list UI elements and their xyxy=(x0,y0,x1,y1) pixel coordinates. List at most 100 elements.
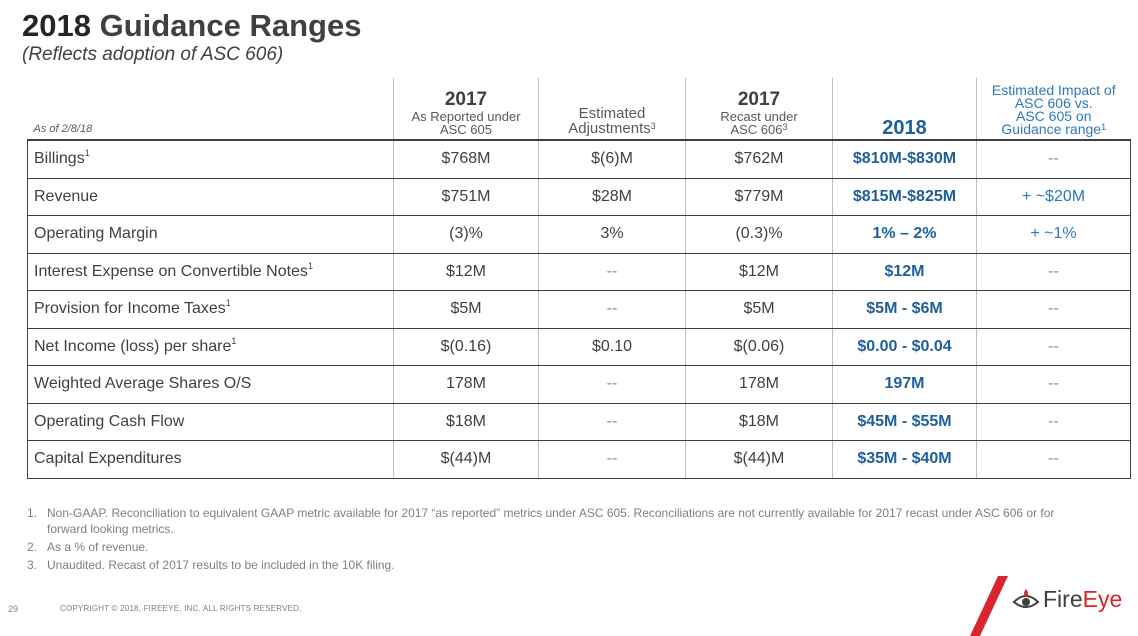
header-year-2018: 2018 xyxy=(882,117,927,139)
header-line: ASC 605 xyxy=(439,122,493,137)
cell-estimated-adjustments-text: $28M xyxy=(591,187,633,205)
cell-estimated-impact-text: -- xyxy=(1048,375,1059,393)
page-subtitle: (Reflects adoption of ASC 606) xyxy=(22,44,284,65)
cell-2017-recast-text: $18M xyxy=(738,412,780,430)
cell-2017-recast-text: $779M xyxy=(734,187,784,205)
cell-2017-reported: $(0.16) xyxy=(393,328,539,366)
footnote-number: 1. xyxy=(27,506,38,520)
table-row: Billings1 $768M $(6)M $762M $810M-$830M -- xyxy=(27,140,1131,179)
as-of-date: As of 2/8/18 xyxy=(33,123,93,135)
header-line: ASC 606 xyxy=(730,122,783,137)
footnote-item: 1. Non-GAAP. Reconciliation to equivalent… xyxy=(27,505,1087,537)
cell-2018-guidance: $0.00 - $0.04 xyxy=(832,328,977,366)
table-row: Operating Margin (3)% 3% (0.3)% 1% – 2% + ~1% xyxy=(27,215,1131,254)
cell-estimated-adjustments: -- xyxy=(538,365,686,404)
cell-estimated-impact: -- xyxy=(976,403,1131,441)
cell-estimated-adjustments: $0.10 xyxy=(538,328,686,366)
cell-2017-reported-text: $768M xyxy=(441,150,491,168)
guidance-table: As of 2/8/18 2017 As Reported under ASC … xyxy=(27,78,1131,479)
cell-2017-recast: (0.3)% xyxy=(685,215,833,254)
row-label-text: Capital Expenditures xyxy=(34,450,182,468)
footnote-text: As a % of revenue. xyxy=(47,540,149,554)
cell-estimated-impact-text: -- xyxy=(1048,262,1059,280)
cell-estimated-impact: -- xyxy=(976,328,1131,366)
row-label: Weighted Average Shares O/S xyxy=(27,365,394,404)
table-row: Net Income (loss) per share1 $(0.16) $0.10… xyxy=(27,328,1131,366)
footnote-ref: 3 xyxy=(782,122,788,132)
footnote-item: 2. As a % of revenue. xyxy=(27,539,1087,555)
cell-2018-guidance-text: 197M xyxy=(884,375,925,393)
cell-estimated-adjustments-text: -- xyxy=(606,262,618,280)
row-label: Revenue xyxy=(27,178,394,216)
page-title: 2018 Guidance Ranges xyxy=(22,8,361,44)
footnote-text: Unaudited. Recast of 2017 results to be … xyxy=(47,558,395,572)
cell-estimated-adjustments: -- xyxy=(538,440,686,479)
cell-2018-guidance-text: $5M - $6M xyxy=(866,300,943,318)
table-row: Capital Expenditures $(44)M -- $(44)M $35M -… xyxy=(27,440,1131,479)
row-label: Operating Margin xyxy=(27,215,394,254)
fireeye-eye-icon xyxy=(1012,588,1040,608)
cell-2017-reported: $12M xyxy=(393,253,539,291)
cell-estimated-impact: -- xyxy=(976,253,1131,291)
header-estimated-adjustments: Estimated Adjustments3 xyxy=(538,78,686,141)
footnote-ref: 1 xyxy=(307,260,313,271)
cell-2017-recast-text: $12M xyxy=(738,262,780,280)
cell-2017-reported-text: (3)% xyxy=(449,225,483,243)
table-row: Provision for Income Taxes1 $5M -- $5M $5M -… xyxy=(27,290,1131,329)
row-label-text: Operating Margin xyxy=(34,225,158,243)
header-year: 2017 xyxy=(444,89,488,110)
cell-2017-reported: 178M xyxy=(393,365,539,404)
cell-estimated-adjustments: $28M xyxy=(538,178,686,216)
cell-2017-recast-text: $5M xyxy=(743,300,775,318)
cell-estimated-impact-text: -- xyxy=(1048,450,1059,468)
cell-estimated-adjustments: -- xyxy=(538,290,686,329)
table-row: Revenue $751M $28M $779M $815M-$825M + ~$20M xyxy=(27,178,1131,216)
footnotes: 1. Non-GAAP. Reconciliation to equivalent… xyxy=(27,505,1087,575)
footnote-ref: 3 xyxy=(650,121,656,131)
row-label-text: Weighted Average Shares O/S xyxy=(34,375,252,393)
cell-2018-guidance: 197M xyxy=(832,365,977,404)
cell-2018-guidance: 1% – 2% xyxy=(832,215,977,254)
table-row: Interest Expense on Convertible Notes1 $1… xyxy=(27,253,1131,291)
header-line: Recast under xyxy=(720,109,798,124)
cell-2018-guidance: $5M - $6M xyxy=(832,290,977,329)
cell-estimated-impact: -- xyxy=(976,440,1131,479)
cell-2018-guidance: $815M-$825M xyxy=(832,178,977,216)
cell-2017-recast: 178M xyxy=(685,365,833,404)
title-text: Guidance Ranges xyxy=(99,8,362,43)
cell-estimated-impact: -- xyxy=(976,365,1131,404)
logo-wordmark: FireEye xyxy=(1043,586,1122,613)
as-of-header: As of 2/8/18 xyxy=(27,78,394,141)
cell-2018-guidance-text: 1% – 2% xyxy=(872,225,937,243)
cell-2017-recast: $18M xyxy=(685,403,833,441)
cell-estimated-impact: -- xyxy=(976,140,1131,179)
cell-2018-guidance-text: $45M - $55M xyxy=(857,412,952,430)
header-line: Estimated Impact of xyxy=(991,82,1116,98)
footnote-item: 3. Unaudited. Recast of 2017 results to b… xyxy=(27,557,1087,573)
row-label-text: Revenue xyxy=(34,187,99,205)
row-label: Billings1 xyxy=(27,140,394,179)
cell-2017-reported: $(44)M xyxy=(393,440,539,479)
cell-2017-recast: $5M xyxy=(685,290,833,329)
cell-2017-reported-text: $12M xyxy=(445,262,487,280)
cell-estimated-adjustments-text: -- xyxy=(606,412,618,430)
cell-estimated-adjustments: 3% xyxy=(538,215,686,254)
cell-2017-reported: $5M xyxy=(393,290,539,329)
cell-estimated-impact-text: + ~$20M xyxy=(1021,187,1086,205)
cell-2017-reported-text: $5M xyxy=(450,300,482,318)
header-line: ASC 605 on xyxy=(1016,108,1092,124)
table-header-row: As of 2/8/18 2017 As Reported under ASC … xyxy=(27,78,1131,141)
cell-2017-reported: (3)% xyxy=(393,215,539,254)
cell-estimated-adjustments-text: $(6)M xyxy=(591,150,633,168)
header-year: 2017 xyxy=(737,89,781,110)
cell-2018-guidance: $810M-$830M xyxy=(832,140,977,179)
cell-estimated-adjustments-text: 3% xyxy=(600,225,624,243)
cell-2017-reported: $18M xyxy=(393,403,539,441)
header-line: ASC 606 vs. xyxy=(1014,95,1093,111)
cell-estimated-impact-text: + ~1% xyxy=(1030,225,1077,243)
cell-2017-recast-text: $(44)M xyxy=(733,450,785,468)
footnote-ref: 1 xyxy=(1101,122,1107,132)
cell-2017-recast-text: $(0.06) xyxy=(733,337,785,355)
page-number: 29 xyxy=(8,604,19,614)
cell-2017-recast: $762M xyxy=(685,140,833,179)
